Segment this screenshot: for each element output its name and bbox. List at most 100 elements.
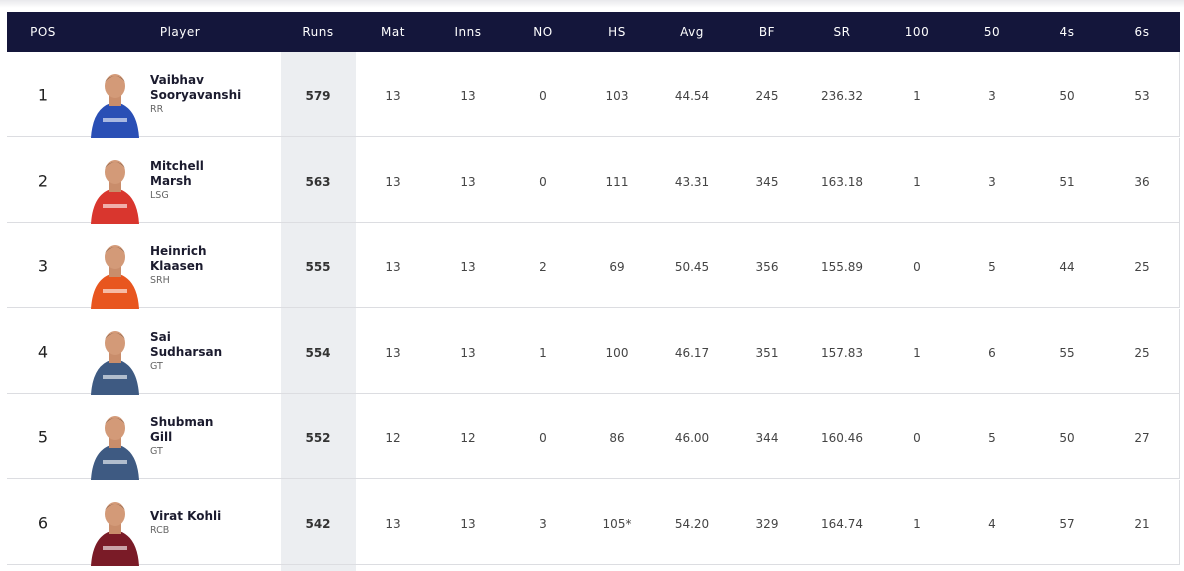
column-header: 6s (1134, 25, 1150, 39)
column-header: Player (159, 25, 201, 39)
position: 1 (37, 85, 49, 105)
stat: 344 (755, 431, 779, 446)
stat: 100 (605, 345, 629, 360)
table-row: 2 Mitchell Marsh LSG 563 13 13 0 111 43.31 345 163.… (7, 137, 1180, 224)
position: 6 (37, 513, 49, 533)
table-header: POS Player Runs Mat Inns NO HS Avg BF SR 100 50 4s 6s (7, 12, 1180, 52)
player-photo (91, 330, 139, 395)
player-photo (91, 74, 139, 138)
position: 4 (37, 342, 49, 362)
stat: 36 (1134, 174, 1150, 189)
stat: 111 (605, 174, 629, 189)
stat: 0 (539, 174, 547, 189)
stat: 21 (1134, 517, 1150, 531)
stat: 0 (539, 89, 547, 103)
runs: 554 (305, 345, 331, 360)
player-name-line: Sai (150, 329, 171, 344)
stat: 2 (539, 260, 547, 275)
column-header: Inns (454, 25, 482, 39)
stat: 0 (913, 431, 921, 446)
player-name: Heinrich Klaasen SRH (150, 244, 207, 288)
column-header: HS (608, 25, 626, 39)
stat: 164.74 (821, 517, 863, 531)
stat: 5 (988, 431, 996, 446)
player-name-line: Gill (150, 430, 173, 445)
team: GT (150, 446, 163, 458)
stat: 163.18 (821, 174, 863, 189)
player-name: Virat Kohli RCB (150, 509, 221, 538)
runs: 555 (305, 260, 331, 275)
stat: 4 (988, 517, 996, 531)
player-name-line: Vaibhav (150, 73, 204, 87)
runs-column-highlight (281, 52, 356, 571)
table-row: 1 Vaibhav Sooryavanshi RR 579 13 13 0 103 44.54 24… (7, 52, 1180, 138)
runs: 552 (305, 431, 331, 446)
stat: 356 (755, 260, 779, 275)
stat: 103 (605, 89, 629, 103)
table-row: 4 Sai Sudharsan GT 554 13 13 1 100 46.17 351 157.83… (7, 308, 1180, 395)
stat: 27 (1134, 431, 1150, 446)
player-name-line: Sooryavanshi (150, 88, 242, 102)
stat: 5 (988, 260, 996, 275)
stat: 53 (1134, 89, 1150, 103)
table-row: 3 Heinrich Klaasen SRH 555 13 13 2 69 50.45 356 155… (7, 223, 1180, 310)
stat: 50.45 (674, 260, 710, 275)
stat: 44 (1059, 260, 1075, 275)
stat: 157.83 (821, 345, 863, 360)
team: LSG (150, 189, 169, 201)
team: RR (150, 104, 164, 115)
stat: 0 (913, 260, 921, 275)
player-name-line: Shubman (150, 415, 214, 430)
player-name: Sai Sudharsan GT (150, 330, 222, 374)
stat: 236.32 (821, 89, 863, 103)
table-row: 6 Virat Kohli RCB 542 13 13 3 105* 54.20 329 164.7… (7, 480, 1180, 566)
stat: 12 (460, 431, 476, 446)
stat: 1 (913, 174, 921, 189)
position: 2 (37, 171, 49, 191)
player-name-line: Mitchell (150, 158, 204, 173)
column-header: Runs (302, 25, 334, 39)
player-name: Vaibhav Sooryavanshi RR (150, 73, 241, 117)
team: RCB (150, 525, 170, 536)
position: 3 (37, 256, 49, 276)
column-header: SR (833, 25, 851, 39)
stat: 351 (755, 345, 779, 360)
stat: 44.54 (674, 89, 710, 103)
stat: 13 (385, 174, 401, 189)
stat: 43.31 (674, 174, 710, 189)
stat: 1 (913, 89, 921, 103)
column-header: BF (758, 25, 776, 39)
stat: 13 (460, 345, 476, 360)
position: 5 (37, 427, 49, 447)
stat: 25 (1134, 345, 1150, 360)
stat: 57 (1059, 517, 1075, 531)
column-header: 100 (904, 25, 930, 39)
stat: 51 (1059, 174, 1075, 189)
player-photo (91, 502, 139, 566)
stat: 1 (913, 345, 921, 360)
player-name-line: Klaasen (150, 259, 204, 274)
player-name: Mitchell Marsh LSG (150, 159, 204, 203)
runs: 563 (305, 174, 331, 189)
column-header: Mat (381, 25, 405, 39)
stat: 50 (1059, 89, 1075, 103)
stat: 46.00 (674, 431, 710, 446)
stat: 6 (988, 345, 996, 360)
stat: 46.17 (674, 345, 710, 360)
stat: 50 (1059, 431, 1075, 446)
stat: 13 (385, 260, 401, 275)
stat: 329 (755, 517, 779, 531)
stat: 155.89 (821, 260, 863, 275)
stat: 55 (1059, 345, 1075, 360)
stat: 160.46 (821, 431, 863, 446)
stat: 54.20 (674, 517, 710, 531)
stat: 1 (539, 345, 547, 360)
team: SRH (150, 275, 170, 287)
top-border (0, 0, 1184, 8)
stat: 13 (385, 89, 401, 103)
stat: 0 (539, 431, 547, 446)
stat: 25 (1134, 260, 1150, 275)
stat: 3 (988, 174, 996, 189)
stat: 13 (385, 517, 401, 531)
